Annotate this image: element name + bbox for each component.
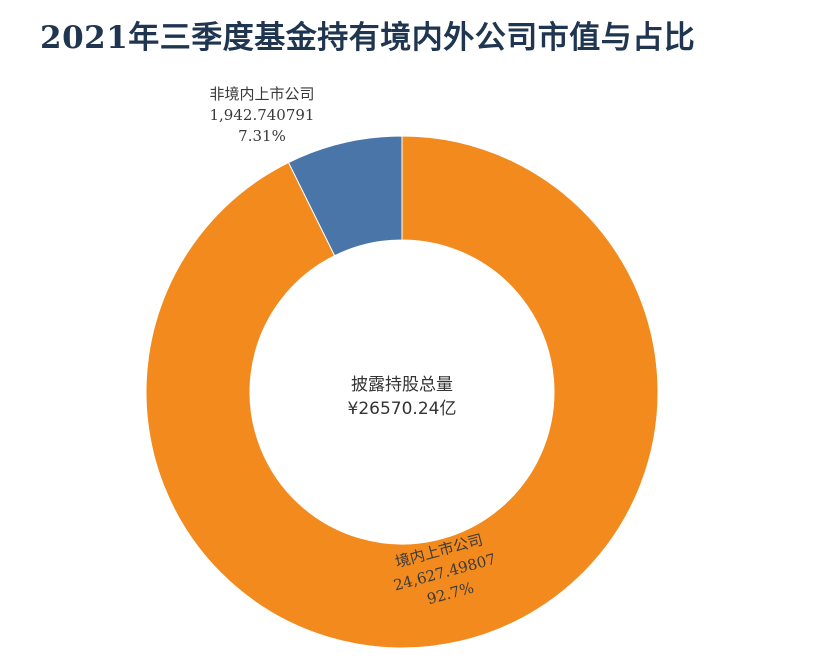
slice-label-percent-non-domestic: 7.31% (238, 127, 286, 145)
donut-slices (145, 135, 659, 649)
slice-label-value-non-domestic: 1,942.740791 (210, 106, 315, 124)
center-value: ¥26570.24亿 (348, 399, 457, 419)
chart-title: 2021年三季度基金持有境内外公司市值与占比 (40, 20, 696, 56)
slice-domestic (145, 135, 659, 649)
center-label: 披露持股总量 (351, 375, 453, 395)
slice-label-name-non-domestic: 非境内上市公司 (209, 85, 314, 103)
